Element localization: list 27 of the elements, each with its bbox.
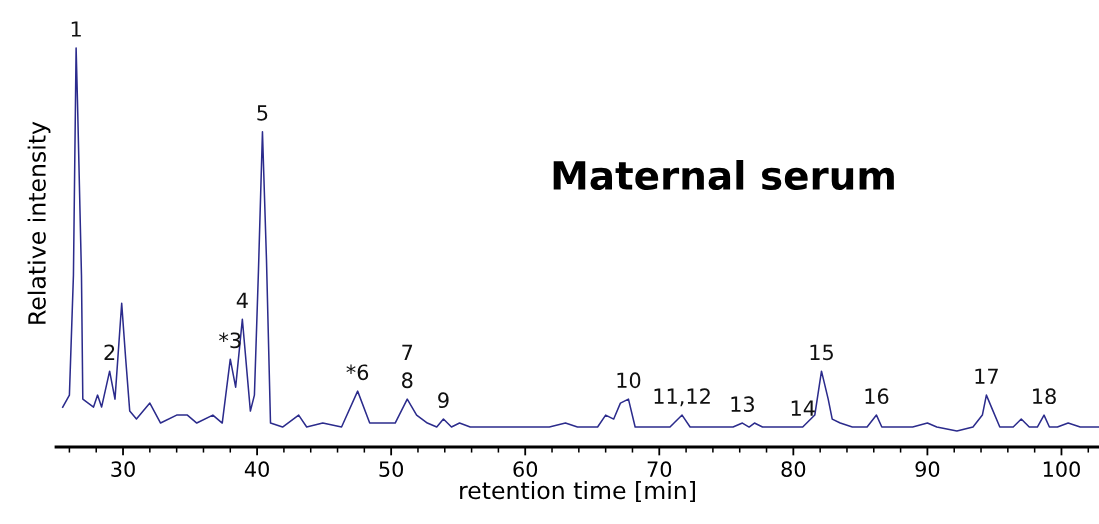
annotation: 9	[438, 392, 449, 409]
x-tick-label: 80	[781, 461, 806, 478]
x-tick-label: 90	[915, 461, 940, 478]
annotation: *6	[346, 364, 369, 381]
annotation: 10	[617, 372, 641, 389]
annotation: 1	[71, 21, 81, 37]
annotation: 14	[791, 400, 815, 416]
x-tick-label: 50	[379, 461, 404, 478]
x-tick-label: 40	[244, 461, 269, 478]
y-axis-title: Relative intensity	[27, 121, 51, 324]
text: Maternal serum	[553, 159, 894, 191]
annotation: 15	[810, 344, 833, 361]
x-tick-label: 30	[111, 461, 135, 478]
annotation: 2	[104, 344, 115, 360]
annotation: 5	[257, 105, 268, 121]
annotation: 18	[1033, 388, 1056, 405]
annotation: 16	[865, 388, 889, 405]
x-tick-label: 70	[647, 461, 672, 478]
annotation: 17	[975, 368, 998, 384]
x-tick-label: 100	[1043, 461, 1080, 478]
x-axis-title: retention time [min]	[460, 481, 695, 503]
annotation: 4	[236, 292, 248, 309]
annotation: 7	[402, 344, 413, 361]
annotation: 13	[731, 396, 754, 413]
annotation: 8	[402, 372, 413, 389]
x-tick-label: 60	[513, 461, 538, 478]
annotation: 11,12	[654, 388, 710, 407]
